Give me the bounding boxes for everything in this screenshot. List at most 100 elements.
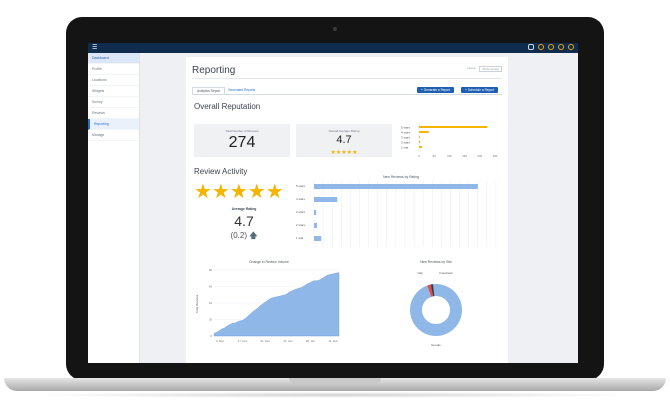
site-label-yelp: Yelp (417, 271, 423, 275)
new-rating-bar-1 (314, 197, 338, 202)
top-navbar: ☰ (88, 43, 578, 53)
breadcrumb-home[interactable]: Home (467, 66, 476, 70)
sidebar-item-profile[interactable]: Profile (88, 64, 139, 75)
hamburger-icon[interactable]: ☰ (92, 45, 98, 51)
review-activity-heading: Review Activity (194, 167, 248, 176)
review-volume-chart: Total Reviews 0 20 40 60 80 3. Dec 17. Dec 31. D… (195, 268, 340, 343)
rating-tick-4: 200 (477, 154, 482, 158)
new-rating-bar-2 (314, 210, 317, 215)
new-reviews-by-rating-title: New Reviews by Rating (383, 175, 419, 179)
rating-label-0: 5 stars (401, 126, 411, 130)
rating-bar-1 (419, 131, 429, 133)
title-divider (192, 78, 502, 79)
rating-bar-2 (419, 136, 420, 138)
volume-xtick-3: 14. Jan (283, 339, 293, 343)
settings-icon[interactable] (538, 44, 544, 50)
volume-ytick-4: 80 (209, 268, 213, 272)
new-rating-label-4: 1 star (296, 236, 304, 240)
site-slice-yelp (430, 284, 435, 297)
total-reviews-card: Total Number of Reviews 274 (194, 124, 290, 157)
sidebar-item-reviews[interactable]: Reviews (88, 108, 139, 119)
volume-ytick-1: 20 (209, 318, 213, 322)
breadcrumb-current[interactable]: Pizza Group (479, 66, 502, 72)
sidebar-item-manage[interactable]: Manage (88, 130, 139, 141)
laptop-notch (289, 378, 381, 384)
site-label-facebook: Facebook (439, 271, 453, 275)
volume-ytick-2: 40 (209, 301, 213, 305)
rating-bar-0 (419, 126, 488, 128)
sidebar-item-survey[interactable]: Survey (88, 97, 139, 108)
reviews-by-site-chart: Google Facebook Yelp (410, 271, 462, 346)
lock-icon[interactable] (528, 44, 534, 50)
sidebar-item-locations[interactable]: Locations (88, 75, 139, 86)
tab-analytics-report[interactable]: Analytics Report (192, 87, 226, 94)
breadcrumb: Home Pizza Group (467, 66, 502, 72)
new-rating-label-0: 5 stars (296, 184, 306, 188)
tab-divider (192, 94, 502, 95)
review-activity-stars: ★★★★★ (194, 181, 284, 203)
sidebar-item-widgets[interactable]: Widgets (88, 86, 139, 97)
rating-tick-2: 100 (447, 154, 452, 158)
sidebar: Dashboard Profile Locations Widgets Survey Re… (88, 53, 140, 363)
tab-generated-reports[interactable]: Generated Reports (228, 88, 256, 92)
rating-tick-3: 150 (462, 154, 467, 158)
laptop-base (4, 378, 666, 391)
page-title: Reporting (192, 65, 236, 76)
generate-report-button[interactable]: + Generate a Report (417, 87, 455, 93)
camera-dot (333, 27, 337, 31)
app-screen: ☰ Dashboard Profile Locations Widgets Survey… (88, 43, 578, 363)
rating-label-3: 2 stars (401, 141, 411, 145)
volume-xtick-0: 3. Dec (216, 339, 225, 343)
volume-xtick-5: 11. Feb (328, 339, 338, 343)
logout-icon[interactable] (568, 44, 574, 50)
site-slice-facebook (427, 284, 434, 297)
overall-reputation-heading: Overall Reputation (194, 102, 261, 111)
rating-bar-4 (419, 146, 423, 148)
average-rating-label: Overall Average Rating (328, 129, 360, 133)
volume-xtick-4: 28. Jan (306, 339, 316, 343)
rating-label-1: 4 stars (401, 131, 411, 135)
new-reviews-by-site-title: New Reviews by Site (420, 260, 452, 264)
volume-area (213, 272, 340, 337)
activity-average-label: Average Rating (231, 207, 257, 211)
site-slice-google (410, 284, 462, 336)
activity-average-value: 4.7 (234, 213, 254, 229)
volume-xtick-1: 17. Dec (238, 339, 248, 343)
schedule-report-button[interactable]: + Schedule a Report (461, 87, 499, 93)
rating-change-value: (0.2) (230, 231, 247, 240)
change-in-review-volume-title: Change in Review Volume (249, 260, 289, 264)
sidebar-item-dashboard[interactable]: Dashboard (88, 53, 139, 64)
new-rating-label-1: 4 stars (296, 197, 306, 201)
volume-xtick-2: 31. Dec (260, 339, 270, 343)
rating-tick-0: 0 (418, 154, 420, 158)
average-rating-value: 4.7 (336, 134, 352, 146)
users-icon[interactable] (548, 44, 554, 50)
average-rating-card: Overall Average Rating 4.7 ★★★★★ (296, 124, 392, 157)
arrow-up-icon: 🡅 (249, 231, 258, 240)
reporting-page: Reporting Home Pizza Group Analytics Rep… (186, 57, 508, 363)
total-reviews-label: Total Number of Reviews (225, 129, 259, 133)
site-label-google: Google (431, 343, 441, 346)
rating-tick-1: 50 (433, 154, 437, 158)
average-rating-stars: ★★★★★ (330, 150, 358, 156)
rating-bar-3 (419, 141, 421, 143)
help-icon[interactable] (558, 44, 564, 50)
total-reviews-value: 274 (228, 134, 256, 151)
volume-y-label: Total Reviews (195, 294, 199, 313)
new-rating-bar-3 (314, 223, 317, 228)
new-rating-bar-0 (314, 184, 478, 189)
new-rating-bar-4 (314, 236, 322, 241)
laptop-shadow (30, 392, 640, 398)
new-reviews-by-rating-chart: 5 stars 4 stars 3 stars 2 stars 1 star (296, 181, 497, 247)
new-rating-label-2: 3 stars (296, 210, 306, 214)
volume-ytick-0: 0 (210, 334, 212, 338)
volume-ytick-3: 60 (209, 285, 213, 289)
new-rating-label-3: 2 stars (296, 223, 306, 227)
rating-tick-5: 250 (493, 154, 498, 158)
rating-label-4: 1 star (401, 146, 409, 150)
rating-label-2: 3 stars (401, 136, 411, 140)
sidebar-item-reporting[interactable]: Reporting (88, 119, 139, 130)
activity-average-change: (0.2) 🡅 (224, 230, 264, 244)
